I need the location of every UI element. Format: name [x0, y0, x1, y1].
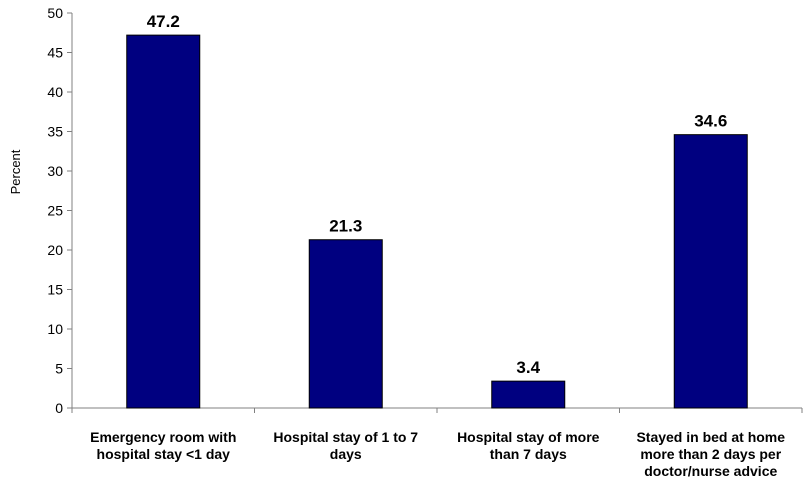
- x-category-label-line: Stayed in bed at home: [636, 429, 785, 445]
- y-tick-label: 25: [47, 203, 63, 219]
- bar: [673, 134, 748, 409]
- y-axis-title: Percent: [8, 149, 23, 194]
- data-label: 3.4: [516, 358, 540, 377]
- y-tick-label: 0: [55, 400, 63, 416]
- data-label: 21.3: [329, 217, 362, 236]
- x-category-label: Stayed in bed at home more than 2 days pe…: [636, 429, 785, 479]
- x-category-label: Hospital stay of 1 to 7 days: [273, 429, 418, 462]
- bar: [126, 34, 201, 409]
- x-category-label-line: hospital stay <1 day: [97, 446, 231, 462]
- y-tick-label: 40: [47, 84, 63, 100]
- y-tick-label: 50: [47, 5, 63, 21]
- bar: [491, 380, 566, 409]
- y-tick-label: 45: [47, 45, 63, 61]
- x-category-label-line: more than 2 days per: [640, 446, 781, 462]
- y-tick-label: 5: [55, 361, 63, 377]
- x-category-label-line: Hospital stay of 1 to 7: [273, 429, 418, 445]
- y-tick-label: 35: [47, 124, 63, 140]
- x-category-label: Emergency room with hospital stay <1 day: [90, 429, 236, 462]
- y-tick-label: 30: [47, 163, 63, 179]
- x-category-label-line: Hospital stay of more: [457, 429, 600, 445]
- y-tick-label: 10: [47, 321, 63, 337]
- x-category-label-line: days: [330, 446, 362, 462]
- x-category-label-line: than 7 days: [490, 446, 567, 462]
- bar: [308, 239, 383, 409]
- data-label: 34.6: [694, 112, 727, 131]
- x-category-label-line: doctor/nurse advice: [644, 463, 777, 479]
- y-tick-label: 15: [47, 282, 63, 298]
- data-label: 47.2: [147, 12, 180, 31]
- y-tick-label: 20: [47, 242, 63, 258]
- x-category-label-line: Emergency room with: [90, 429, 236, 445]
- x-category-label: Hospital stay of more than 7 days: [457, 429, 600, 462]
